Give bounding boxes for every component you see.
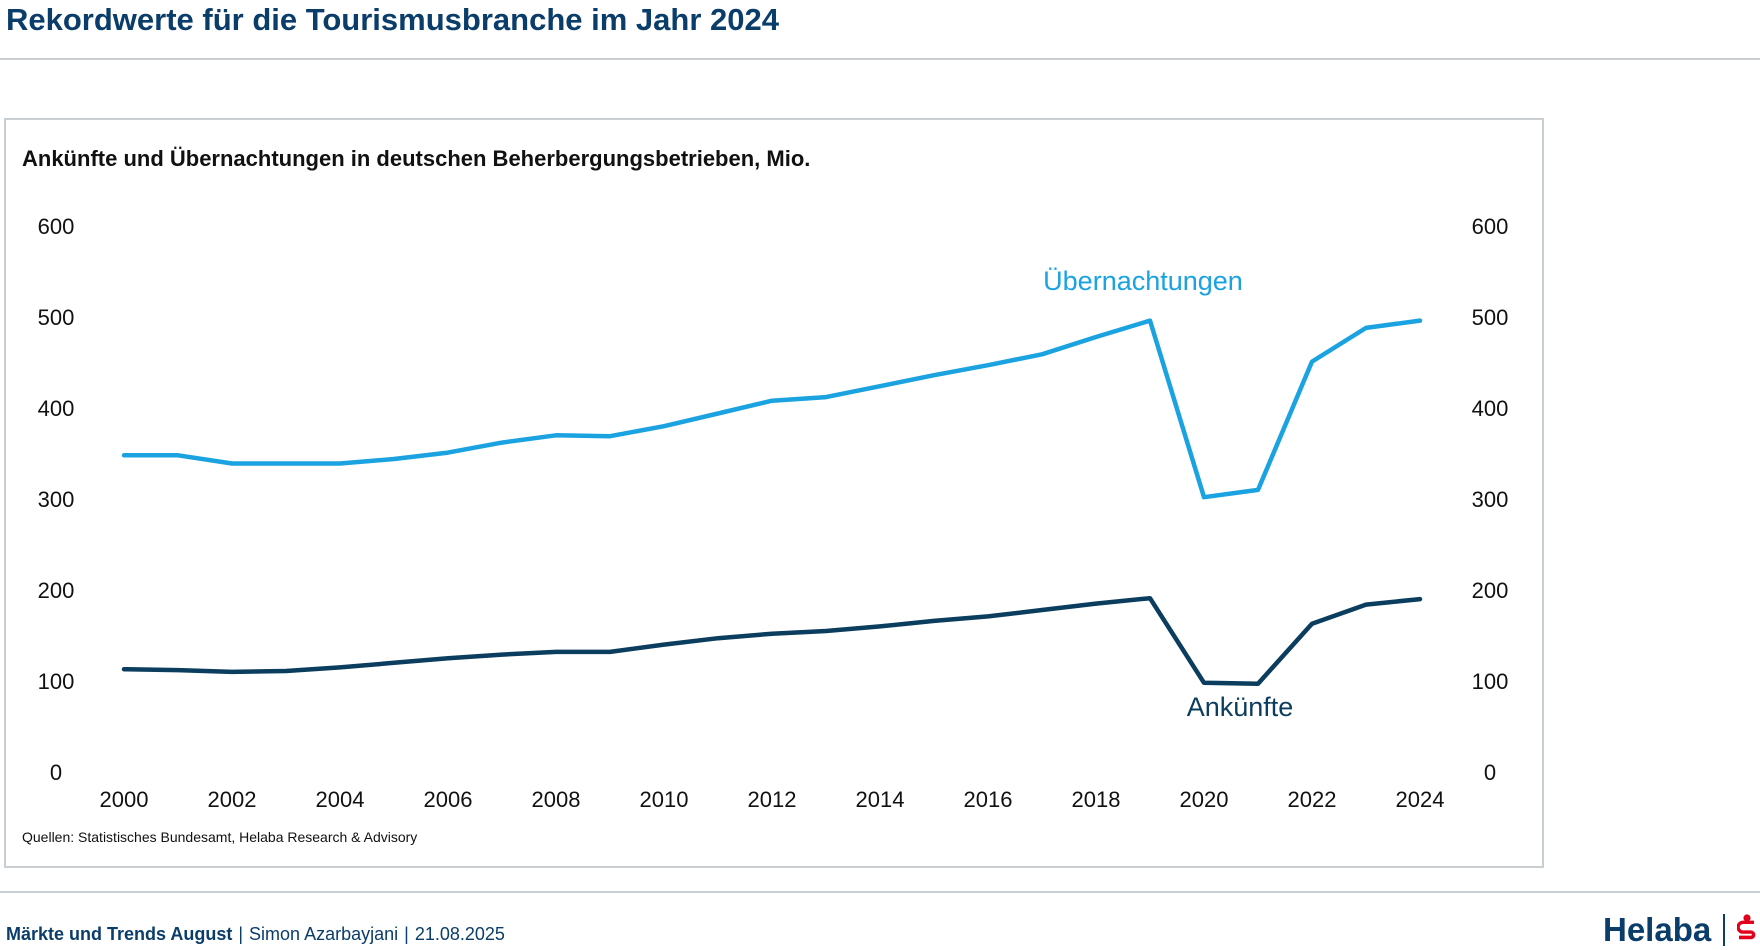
y-tick-label-left: 500 bbox=[38, 305, 75, 330]
chart-frame bbox=[4, 118, 1544, 868]
sparkasse-s-icon bbox=[1737, 914, 1756, 940]
x-tick-label: 2014 bbox=[856, 787, 905, 812]
x-axis: 2000 2002 2004 2006 2008 2010 2012 2014 2016 2018… bbox=[100, 787, 1445, 812]
x-tick-label: 2018 bbox=[1072, 787, 1121, 812]
footer-author: Simon Azarbayjani bbox=[249, 924, 399, 944]
y-axis-right: 0 100 200 300 400 500 600 bbox=[1472, 214, 1509, 785]
logo-divider bbox=[1723, 914, 1726, 946]
y-tick-label-right: 300 bbox=[1472, 487, 1509, 512]
top-divider bbox=[0, 58, 1760, 60]
y-tick-label-left: 300 bbox=[38, 487, 75, 512]
footer-separator: | bbox=[404, 924, 409, 944]
series-label-ankuenfte: Ankünfte bbox=[1187, 692, 1294, 722]
footer: Märkte und Trends August | Simon Azarbayja… bbox=[6, 924, 505, 945]
x-tick-label: 2004 bbox=[316, 787, 365, 812]
y-tick-label-left: 400 bbox=[38, 396, 75, 421]
y-tick-label-left: 0 bbox=[50, 760, 62, 785]
x-tick-label: 2022 bbox=[1288, 787, 1337, 812]
x-tick-label: 2008 bbox=[532, 787, 581, 812]
series-line-ankuenfte bbox=[121, 595, 1423, 686]
y-tick-label-right: 600 bbox=[1472, 214, 1509, 239]
series-group bbox=[121, 318, 1423, 686]
y-tick-label-left: 200 bbox=[38, 578, 75, 603]
x-tick-label: 2002 bbox=[208, 787, 257, 812]
bottom-divider bbox=[0, 891, 1760, 893]
y-tick-label-right: 0 bbox=[1484, 760, 1496, 785]
x-tick-label: 2024 bbox=[1396, 787, 1445, 812]
series-line-uebernachtungen bbox=[121, 318, 1423, 500]
series-label-uebernachtungen: Übernachtungen bbox=[1043, 266, 1243, 296]
y-tick-label-right: 500 bbox=[1472, 305, 1509, 330]
x-tick-label: 2010 bbox=[640, 787, 689, 812]
page-title: Rekordwerte für die Tourismusbranche im … bbox=[6, 2, 779, 37]
y-tick-label-left: 100 bbox=[38, 669, 75, 694]
x-tick-label: 2016 bbox=[964, 787, 1013, 812]
chart-title: Ankünfte und Übernachtungen in deutschen… bbox=[22, 146, 811, 171]
helaba-logo: Helaba bbox=[1603, 910, 1757, 950]
y-axis-left: 0 100 200 300 400 500 600 bbox=[38, 214, 75, 785]
source-note: Quellen: Statistisches Bundesamt, Helaba… bbox=[22, 829, 418, 845]
footer-report: Märkte und Trends August bbox=[6, 924, 233, 944]
x-tick-label: 2006 bbox=[424, 787, 473, 812]
y-tick-label-right: 100 bbox=[1472, 669, 1509, 694]
x-tick-label: 2000 bbox=[100, 787, 149, 812]
y-tick-label-left: 600 bbox=[38, 214, 75, 239]
footer-date: 21.08.2025 bbox=[414, 924, 505, 944]
x-tick-label: 2012 bbox=[748, 787, 797, 812]
y-tick-label-right: 200 bbox=[1472, 578, 1509, 603]
x-tick-label: 2020 bbox=[1180, 787, 1229, 812]
y-tick-label-right: 400 bbox=[1472, 396, 1509, 421]
logo-text: Helaba bbox=[1603, 911, 1712, 948]
footer-separator: | bbox=[238, 924, 244, 944]
